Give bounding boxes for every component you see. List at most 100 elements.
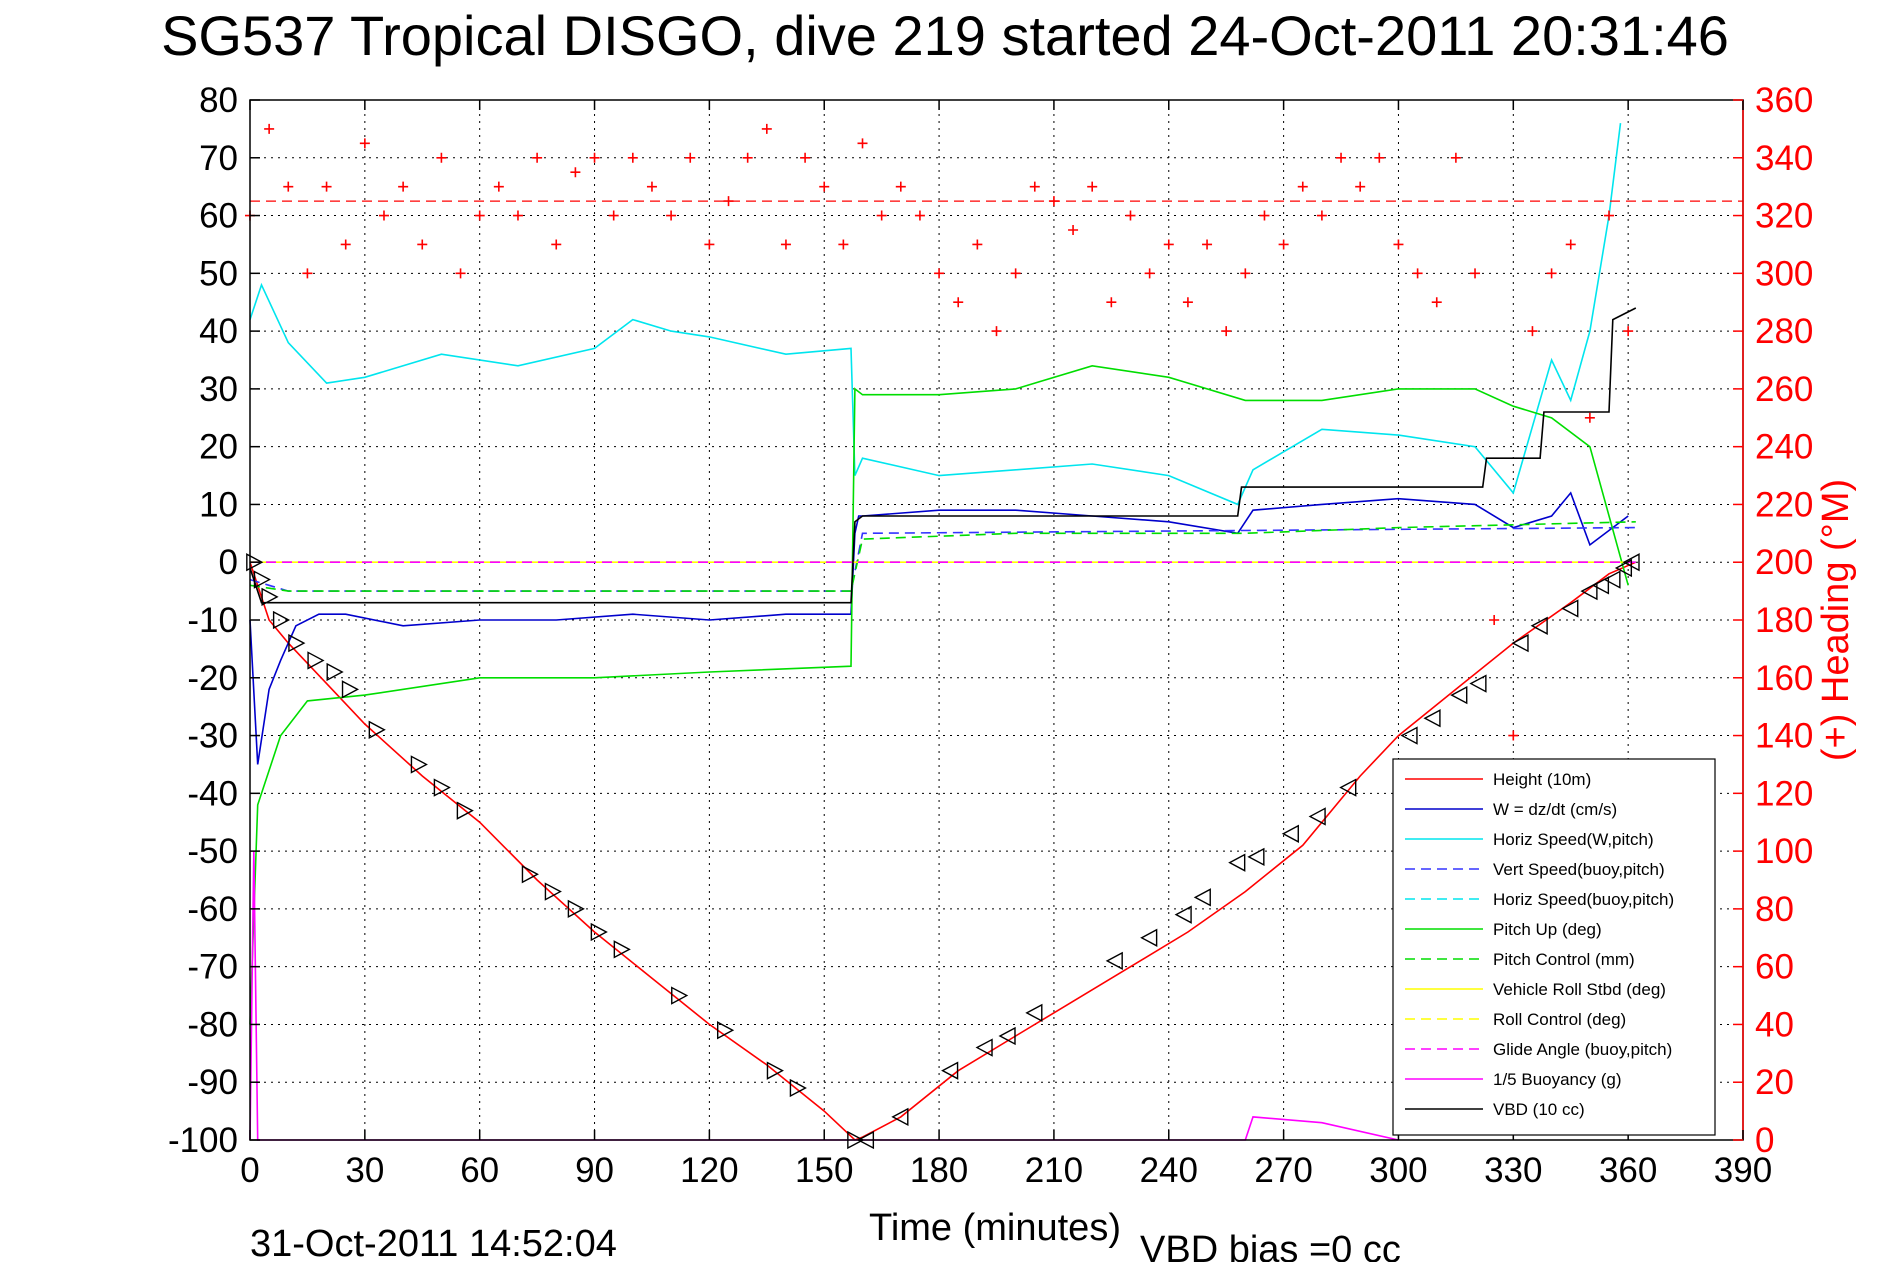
heading-point <box>1297 181 1308 192</box>
heading-point <box>1106 297 1117 308</box>
heading-point <box>972 239 983 250</box>
heading-point <box>551 239 562 250</box>
heading-point <box>1470 268 1481 279</box>
y-tick-label: 40 <box>199 312 238 351</box>
heading-point <box>493 181 504 192</box>
waypoint-marker <box>1140 928 1158 947</box>
waypoint-marker <box>766 1061 784 1080</box>
waypoint-marker <box>456 801 474 820</box>
legend-label: Pitch Control (mm) <box>1493 950 1635 969</box>
waypoint-marker <box>789 1078 807 1098</box>
heading-point <box>991 326 1002 337</box>
waypoint-marker <box>1339 778 1357 797</box>
waypoint-marker <box>1247 847 1265 867</box>
heading-point <box>723 196 734 207</box>
x-tick-label: 210 <box>1025 1151 1083 1190</box>
waypoint-marker <box>975 1038 993 1057</box>
heading-point <box>1048 196 1059 207</box>
heading-point <box>895 181 906 192</box>
y-tick-label: 70 <box>199 139 238 178</box>
series-lines <box>249 123 1637 1141</box>
series-line-2 <box>249 123 1622 506</box>
legend-box <box>1392 758 1716 1136</box>
heading-point <box>1355 181 1366 192</box>
series-line-6 <box>249 521 1636 592</box>
heading-point <box>1489 615 1500 625</box>
right-tick-label: 0 <box>1755 1121 1774 1160</box>
series-line-11 <box>249 307 1637 604</box>
heading-point <box>608 210 619 221</box>
heading-point <box>1221 326 1232 337</box>
waypoint-marker <box>288 633 306 653</box>
right-tick-label: 80 <box>1755 890 1794 929</box>
y-tick-label: -100 <box>168 1121 238 1160</box>
y-tick-label: -10 <box>187 601 238 640</box>
waypoint-markers <box>246 553 1640 1150</box>
heading-point <box>953 297 964 308</box>
heading-point <box>1374 152 1385 163</box>
axes: 0 30 60 90 120 150 180 210 240 270 300 330 360 390807… <box>168 81 1813 1190</box>
heading-point <box>264 123 275 134</box>
waypoint-marker <box>368 720 386 739</box>
x-tick-label: 120 <box>680 1151 738 1190</box>
waypoint-marker <box>1025 1003 1043 1023</box>
x-tick-label: 390 <box>1714 1151 1772 1190</box>
y-tick-label: 30 <box>199 370 238 409</box>
heading-point <box>512 210 523 221</box>
y-tick-label: -50 <box>187 832 238 871</box>
heading-point <box>914 210 925 221</box>
legend-label: VBD (10 cc) <box>1493 1100 1585 1119</box>
y-tick-label: 0 <box>219 543 238 582</box>
y-tick-label: -70 <box>187 948 238 987</box>
heading-point <box>761 123 772 134</box>
x-tick-label: 360 <box>1599 1151 1657 1190</box>
waypoint-marker <box>544 882 562 901</box>
waypoint-marker <box>567 899 585 919</box>
heading-point <box>417 239 428 250</box>
heading-point <box>359 138 370 149</box>
heading-point <box>589 152 600 163</box>
heading-point <box>666 210 677 221</box>
heading-point <box>1182 297 1193 308</box>
waypoint-marker <box>613 940 631 959</box>
right-tick-label: 300 <box>1755 254 1813 293</box>
y-tick-label: -30 <box>187 717 238 756</box>
series-line-5 <box>249 364 1629 1025</box>
heading-point <box>1202 239 1213 250</box>
x-tick-label: 270 <box>1254 1151 1312 1190</box>
heading-point <box>321 181 332 192</box>
legend-label: Vehicle Roll Stbd (deg) <box>1493 980 1666 999</box>
x-tick-label: 330 <box>1484 1151 1542 1190</box>
waypoint-marker <box>341 680 360 699</box>
legend: Height (10m) W = dz/dt (cm/s) Horiz Speed(… <box>1392 758 1716 1136</box>
series-line-3 <box>249 526 1636 592</box>
x-tick-label: 180 <box>910 1151 968 1190</box>
waypoint-marker <box>433 778 451 797</box>
right-tick-label: 120 <box>1755 774 1813 813</box>
series-line-1 <box>249 491 1629 765</box>
heading-point <box>570 167 581 178</box>
heading-point <box>474 210 485 221</box>
heading-point <box>1431 297 1442 308</box>
y-tick-label: 60 <box>199 197 238 236</box>
waypoint-marker <box>998 1026 1016 1046</box>
right-tick-label: 280 <box>1755 312 1813 351</box>
heading-point <box>819 181 830 192</box>
waypoint-marker <box>261 587 279 607</box>
right-tick-label: 240 <box>1755 428 1813 467</box>
waypoint-marker <box>1622 553 1640 572</box>
heading-point <box>455 268 466 279</box>
heading-point <box>1087 181 1098 192</box>
legend-label: 1/5 Buoyancy (g) <box>1493 1070 1622 1089</box>
right-tick-label: 180 <box>1755 601 1813 640</box>
waypoint-marker <box>307 651 325 670</box>
waypoint-marker <box>590 922 608 942</box>
y-tick-label: -60 <box>187 890 238 929</box>
heading-point <box>378 210 389 221</box>
waypoint-marker <box>1603 570 1621 589</box>
legend-label: Vert Speed(buoy,pitch) <box>1493 860 1665 879</box>
heading-point <box>302 268 313 279</box>
waypoint-marker <box>246 553 264 572</box>
x-tick-label: 300 <box>1369 1151 1427 1190</box>
